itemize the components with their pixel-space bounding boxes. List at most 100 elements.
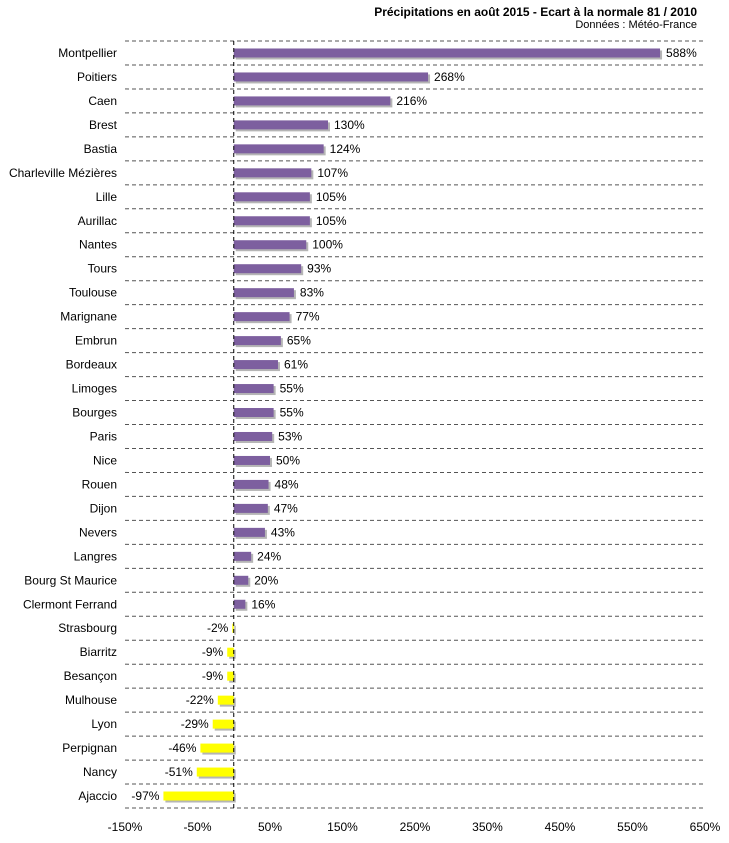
value-label: -22% [186,693,214,707]
bar [227,671,234,681]
value-label: 216% [396,94,427,108]
value-label: 105% [316,190,347,204]
value-label: -9% [202,645,224,659]
category-label: Lyon [91,717,117,731]
category-label: Poitiers [77,70,117,84]
category-label: Lille [96,190,118,204]
chart-source: Données : Météo-France [575,19,697,31]
category-label: Limoges [72,382,117,396]
value-label: 107% [317,166,348,180]
category-label: Embrun [75,334,117,348]
bar [233,312,290,322]
x-tick-label: 650% [690,820,721,834]
bar [232,623,234,633]
category-label: Marignane [60,310,117,324]
category-label: Biarritz [80,645,117,659]
bar [233,431,273,441]
bar [233,384,274,394]
value-label: 268% [434,70,465,84]
value-label: 130% [334,118,365,132]
value-label: 105% [316,214,347,228]
value-label: 55% [280,406,304,420]
bar [233,192,310,202]
value-label: 48% [275,477,299,491]
value-label: -51% [165,765,193,779]
x-tick-label: 150% [327,820,358,834]
value-label: -29% [181,717,209,731]
x-tick-label: 350% [472,820,503,834]
bar [233,336,281,346]
bar [233,503,268,513]
value-label: 588% [666,46,697,60]
value-label: 65% [287,334,311,348]
bar-shadow [234,625,236,635]
bar [233,599,246,609]
bar [233,240,307,250]
bar [233,360,278,370]
category-label: Bastia [84,142,118,156]
bar [233,168,312,178]
value-label: 77% [296,310,320,324]
bar [227,647,234,657]
bar [233,288,294,298]
value-label: 100% [312,238,343,252]
bar [233,575,249,585]
bar [233,72,429,82]
bar [233,408,274,418]
category-label: Mulhouse [65,693,117,707]
category-label: Besançon [64,669,117,683]
value-label: 61% [284,358,308,372]
category-label: Nice [93,453,117,467]
value-label: 20% [254,573,278,587]
category-label: Perpignan [62,741,117,755]
bar [163,791,234,801]
category-label: Langres [74,549,117,563]
x-tick-label: 450% [545,820,576,834]
bar [233,144,324,154]
bar [233,120,328,130]
value-label: 53% [278,429,302,443]
category-label: Charleville Mézières [9,166,117,180]
category-label: Montpellier [58,46,117,60]
category-label: Ajaccio [78,789,117,803]
category-label: Bordeaux [66,358,117,372]
x-tick-label: 50% [258,820,282,834]
bar [233,48,661,58]
value-label: -9% [202,669,224,683]
value-label: 43% [271,525,295,539]
category-label: Bourges [72,406,117,420]
x-tick-label: 550% [617,820,648,834]
bar [233,264,302,274]
category-label: Tours [88,262,117,276]
value-label: 124% [330,142,361,156]
bar [217,695,234,705]
bar [233,216,310,226]
x-tick-label: 250% [400,820,431,834]
bar [233,479,269,489]
category-label: Nevers [79,525,117,539]
bar [212,719,234,729]
bar [200,743,234,753]
category-label: Paris [90,429,117,443]
value-label: -46% [168,741,196,755]
value-label: 93% [307,262,331,276]
value-label: 55% [280,382,304,396]
category-label: Toulouse [69,286,117,300]
value-label: 16% [251,597,275,611]
value-label: 24% [257,549,281,563]
category-label: Rouen [82,477,117,491]
value-label: -2% [207,621,229,635]
category-label: Nantes [79,238,117,252]
category-label: Strasbourg [58,621,117,635]
category-label: Dijon [90,501,117,515]
bar [233,527,265,537]
value-label: 83% [300,286,324,300]
bar [233,96,391,106]
category-label: Aurillac [78,214,117,228]
category-label: Bourg St Maurice [24,573,117,587]
chart-title: Précipitations en août 2015 - Ecart à la… [374,5,697,19]
category-label: Nancy [83,765,117,779]
value-label: 47% [274,501,298,515]
x-tick-label: -150% [108,820,143,834]
